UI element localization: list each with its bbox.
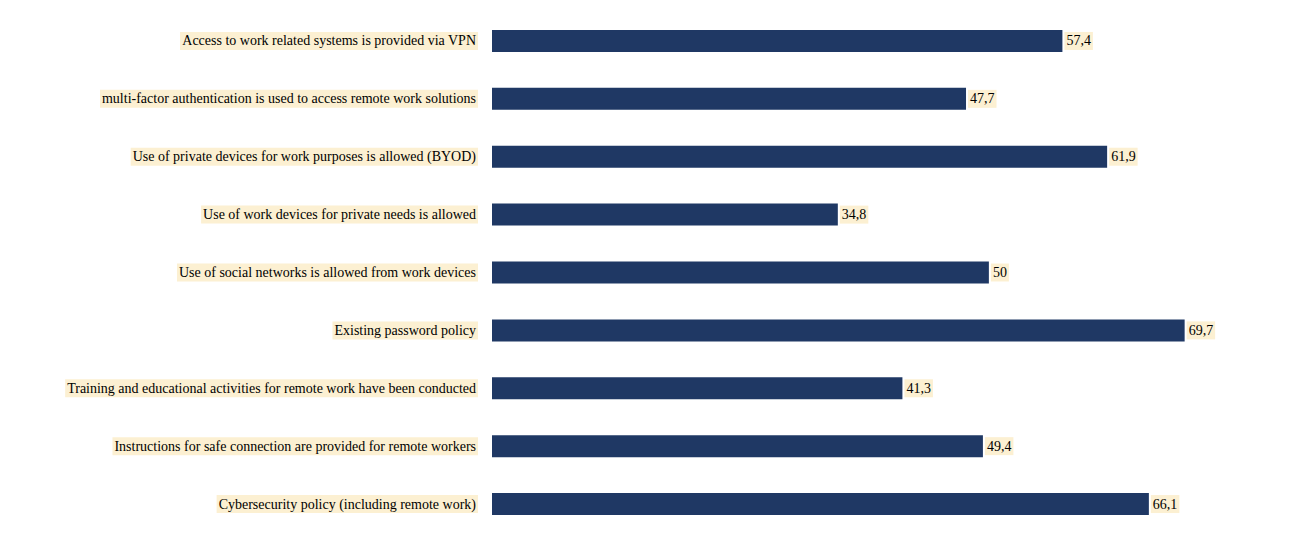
svg-text:49,4: 49,4 [987, 439, 1012, 454]
svg-text:69,7: 69,7 [1189, 323, 1214, 338]
svg-text:Use of private devices for wor: Use of private devices for work purposes… [133, 149, 477, 165]
svg-text:50: 50 [993, 265, 1007, 280]
svg-text:Training and educational activ: Training and educational activities for … [67, 381, 476, 396]
svg-text:multi-factor authentication is: multi-factor authentication is used to a… [102, 91, 476, 106]
svg-text:Existing password policy: Existing password policy [334, 323, 476, 338]
svg-text:61,9: 61,9 [1111, 149, 1136, 164]
svg-text:Use of social networks is allo: Use of social networks is allowed from w… [179, 265, 476, 280]
svg-text:57,4: 57,4 [1066, 33, 1091, 48]
svg-text:Instructions for safe connecti: Instructions for safe connection are pro… [114, 439, 476, 454]
svg-text:Use of work devices for privat: Use of work devices for private needs is… [203, 207, 476, 222]
svg-text:41,3: 41,3 [906, 381, 931, 396]
svg-text:66,1: 66,1 [1153, 497, 1178, 512]
svg-text:Access to work related systems: Access to work related systems is provid… [182, 33, 476, 48]
svg-text:Cybersecurity policy (includin: Cybersecurity policy (including remote w… [219, 497, 477, 513]
svg-text:47,7: 47,7 [970, 91, 995, 106]
svg-text:34,8: 34,8 [842, 207, 867, 222]
